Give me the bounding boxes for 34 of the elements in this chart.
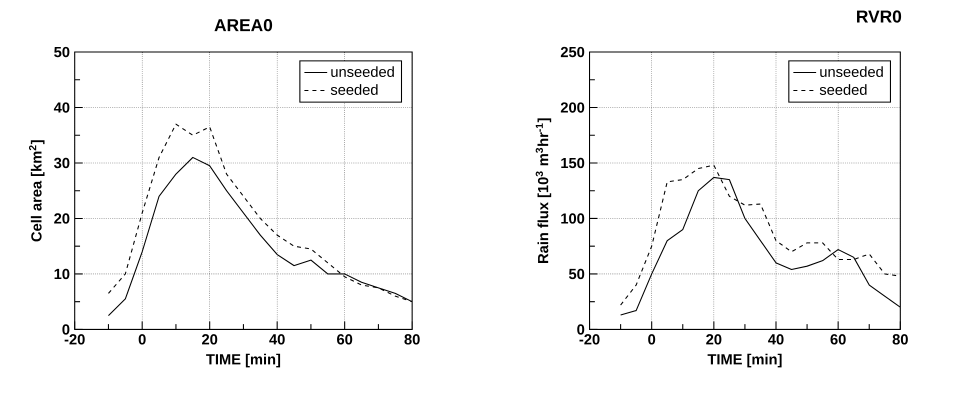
y-tick-label: 40 bbox=[54, 102, 70, 113]
y-tick-label: 0 bbox=[577, 324, 584, 335]
x-tick-label: 60 bbox=[337, 334, 352, 344]
legend-label: seeded bbox=[820, 84, 867, 95]
x-tick-label: 40 bbox=[768, 334, 784, 344]
y-tick-label: 0 bbox=[62, 324, 70, 335]
y-tick-label: 50 bbox=[568, 268, 584, 280]
x-tick-label: 80 bbox=[892, 334, 908, 344]
x-axis-title: TIME [min] bbox=[206, 354, 280, 368]
y-tick-label: 30 bbox=[54, 158, 70, 168]
x-tick-label: 20 bbox=[706, 334, 722, 344]
x-axis-title: TIME [min] bbox=[708, 354, 782, 368]
y-tick-label: 20 bbox=[54, 213, 70, 224]
x-tick-label: -20 bbox=[580, 334, 600, 344]
legend-label: unseeded bbox=[820, 66, 883, 77]
chart-title: RVR0 bbox=[857, 10, 902, 23]
y-tick-label: 200 bbox=[560, 102, 584, 113]
x-tick-label: -20 bbox=[64, 334, 85, 344]
x-tick-label: 40 bbox=[269, 334, 285, 344]
x-tick-label: 80 bbox=[404, 334, 420, 344]
y-tick-label: 150 bbox=[561, 158, 584, 168]
x-tick-label: 0 bbox=[648, 334, 656, 344]
chart-title: AREA0 bbox=[214, 18, 272, 32]
y-tick-label: 250 bbox=[560, 46, 584, 58]
x-tick-label: 0 bbox=[138, 334, 146, 344]
x-tick-label: 60 bbox=[830, 334, 846, 344]
y-tick-label: 100 bbox=[561, 213, 584, 224]
y-axis-title: Cell area [km$^{2}$] bbox=[28, 140, 45, 242]
y-axis-title: Rain flux [10$^{3}$ m$^{3}$hr$^{-1}$] bbox=[536, 118, 552, 263]
legend-label: unseeded bbox=[331, 66, 394, 77]
y-tick-label: 50 bbox=[54, 46, 70, 58]
legend-label: seeded bbox=[330, 84, 378, 95]
x-tick-label: 20 bbox=[202, 334, 218, 344]
y-tick-label: 10 bbox=[54, 268, 70, 280]
